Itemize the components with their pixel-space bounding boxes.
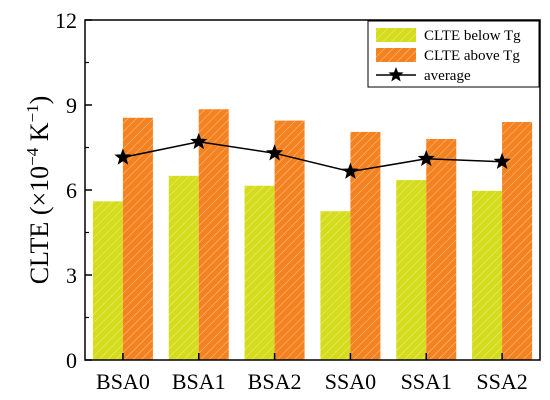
- x-axis: BSA0 BSA1 BSA2 SSA0 SSA1 SSA2: [96, 353, 528, 394]
- legend: CLTE below Tg CLTE above Tg average: [367, 20, 540, 88]
- average-line: [122, 141, 503, 173]
- y-tick-label: 12: [55, 8, 77, 33]
- average-point-bsa2: [266, 144, 284, 161]
- x-tick-label-ssa1: SSA1: [401, 369, 452, 394]
- average-series: [114, 132, 511, 179]
- bar-hatch-clte-below-tg-ssa1: [396, 180, 427, 360]
- average-point-bsa0: [114, 148, 132, 165]
- x-tick-label-bsa2: BSA2: [248, 369, 302, 394]
- bar-hatch-clte-above-tg-ssa0: [350, 131, 381, 360]
- bars-group: [92, 109, 533, 360]
- y-axis-label: CLTE (×10−4 K−1): [23, 96, 54, 285]
- x-tick-label-bsa0: BSA0: [96, 369, 150, 394]
- bar-hatch-clte-above-tg-bsa2: [274, 120, 305, 360]
- bar-hatch-clte-below-tg-ssa2: [472, 190, 503, 360]
- legend-label-above: CLTE above Tg: [424, 48, 520, 64]
- average-point-ssa2: [493, 152, 511, 169]
- average-point-ssa0: [341, 162, 359, 179]
- x-tick-label-ssa2: SSA2: [476, 369, 527, 394]
- y-tick-label: 3: [66, 263, 77, 288]
- bar-hatch-clte-above-tg-ssa2: [502, 122, 533, 360]
- average-point-ssa1: [417, 149, 435, 167]
- legend-label-below: CLTE below Tg: [424, 28, 521, 44]
- legend-label-average: average: [424, 68, 471, 84]
- bar-hatch-clte-below-tg-bsa2: [244, 185, 275, 360]
- y-tick-label: 0: [66, 348, 77, 373]
- y-axis: 0 3 6 9 12: [55, 8, 92, 373]
- x-tick-label-bsa1: BSA1: [172, 369, 226, 394]
- bar-hatch-clte-above-tg-ssa1: [426, 139, 457, 360]
- legend-swatch-below-hatch: [376, 28, 416, 42]
- legend-swatch-above-hatch: [376, 48, 416, 62]
- bar-hatch-clte-below-tg-ssa0: [320, 211, 351, 360]
- bar-hatch-clte-above-tg-bsa0: [122, 117, 153, 360]
- legend-star-icon: [388, 67, 404, 82]
- bar-hatch-clte-below-tg-bsa1: [168, 175, 199, 360]
- y-tick-label: 6: [66, 178, 77, 203]
- bar-hatch-clte-below-tg-bsa0: [92, 201, 123, 360]
- average-point-bsa1: [190, 132, 208, 150]
- x-tick-label-ssa0: SSA0: [325, 369, 376, 394]
- y-tick-label: 9: [66, 93, 77, 118]
- bar-hatch-clte-above-tg-bsa1: [198, 109, 229, 360]
